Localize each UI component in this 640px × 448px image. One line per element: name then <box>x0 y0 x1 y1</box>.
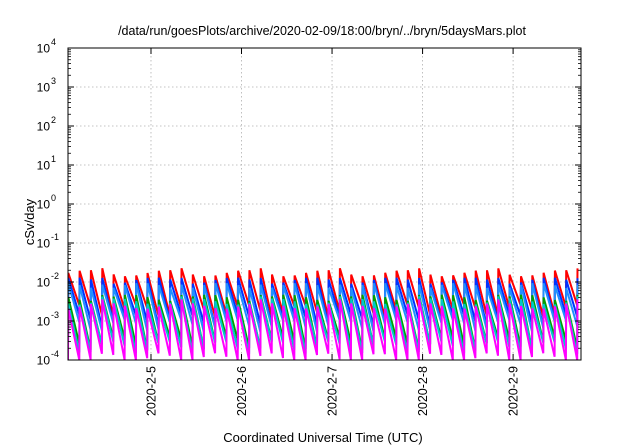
y-tick-label-base: 10 <box>37 159 51 173</box>
chart-title: /data/run/goesPlots/archive/2020-02-09/1… <box>118 24 526 38</box>
y-tick-label-base: 10 <box>37 120 51 134</box>
x-tick-label: 2020-2-5 <box>144 366 158 416</box>
y-tick-label-base: 10 <box>37 42 51 56</box>
y-tick-label-base: 10 <box>37 354 51 368</box>
y-tick-label-exponent: 3 <box>51 76 56 86</box>
y-tick-label-base: 10 <box>37 81 51 95</box>
y-tick-label-exponent: 0 <box>51 193 56 203</box>
y-tick-label-base: 10 <box>37 237 51 251</box>
y-tick-label-exponent: -1 <box>51 232 59 242</box>
x-tick-label: 2020-2-7 <box>326 366 340 416</box>
y-axis-label: cSv/day <box>22 198 37 245</box>
x-tick-label: 2020-2-9 <box>507 366 521 416</box>
y-tick-label-exponent: 2 <box>51 115 56 125</box>
y-tick-label-base: 10 <box>37 198 51 212</box>
y-tick-label-exponent: -4 <box>51 349 59 359</box>
series-line <box>68 282 579 333</box>
x-tick-label: 2020-2-6 <box>235 366 249 416</box>
y-tick-label-base: 10 <box>37 315 51 329</box>
y-tick-label-base: 10 <box>37 276 51 290</box>
series-line <box>68 299 579 360</box>
series-line <box>68 296 579 355</box>
series-line <box>68 267 579 318</box>
y-tick-label-exponent: 4 <box>51 37 56 47</box>
x-tick-label: 2020-2-8 <box>416 366 430 416</box>
x-axis-label: Coordinated Universal Time (UTC) <box>223 430 422 445</box>
data-series <box>68 267 579 360</box>
plot-frame <box>67 47 582 361</box>
y-tick-label-exponent: -3 <box>51 310 59 320</box>
y-tick-label-exponent: -2 <box>51 271 59 281</box>
y-tick-label-exponent: 1 <box>51 154 56 164</box>
